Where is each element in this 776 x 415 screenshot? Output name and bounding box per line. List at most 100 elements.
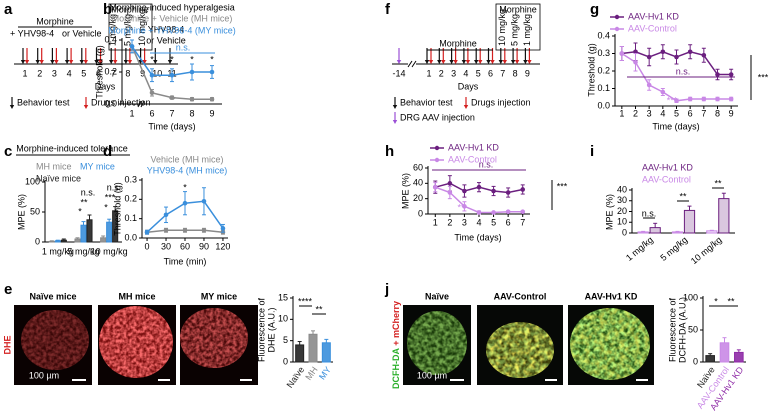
y-axis-label: Threshold (g) [112, 182, 122, 236]
annotation: * [78, 206, 82, 216]
annotation: n.s. [107, 182, 122, 192]
timeline-label: Morphine [36, 16, 74, 26]
y-tick-label: 0.2 [104, 66, 117, 76]
legend-label: Behavior test [400, 97, 453, 107]
point [728, 96, 734, 102]
y-tick-label: 10 [278, 314, 288, 324]
day-label: 8 [513, 68, 518, 78]
arrow-head [94, 60, 99, 64]
dose-label: 10 mg/kg [137, 9, 147, 46]
arrow-head [127, 60, 133, 64]
annotation: ** [714, 178, 722, 188]
day-label: -14 [392, 68, 405, 78]
point [674, 54, 679, 60]
point [520, 209, 526, 214]
y-axis-label: DCFH-DA (A.U.) [677, 297, 687, 363]
x-axis-label: Time (days) [454, 232, 501, 242]
y-tick-label: 5 [283, 335, 288, 345]
x-tick-label: 2 [447, 217, 452, 227]
x-tick-label: 2 [633, 108, 638, 118]
point [476, 184, 482, 190]
arrow-head [9, 105, 15, 109]
chart-title: Morphine-induced hyperalgesia [109, 2, 235, 12]
arrow-head [113, 60, 118, 64]
category-label: 6 [149, 108, 154, 118]
legend-label: DRG AAV injection [400, 112, 475, 122]
legend-label: YHV98-4 (MH mice) [147, 165, 228, 175]
x-axis-label: Time (days) [652, 121, 699, 131]
annotation: * [210, 54, 214, 64]
side-label: DCFH-DA + mCherry [391, 301, 401, 389]
y-tick-label: 50 [688, 324, 698, 334]
arrow-head [153, 60, 158, 64]
category-label: 1 [129, 108, 134, 118]
arrow-head [83, 60, 88, 64]
arrow-head [486, 60, 491, 64]
point [149, 90, 155, 96]
bar [80, 224, 87, 243]
point [220, 226, 226, 231]
arrow-head [449, 60, 454, 64]
y-tick-label: 100 [683, 292, 698, 302]
category-label: 10 mg/kg [91, 246, 128, 256]
annotation: ** [80, 197, 88, 207]
panel-label: d [103, 143, 112, 160]
y-tick-label: 0 [418, 208, 423, 218]
image-title: AAV-Hv1 KD [585, 291, 638, 301]
arrow-head [424, 60, 430, 64]
annotation: *** [758, 72, 769, 82]
arrow-head [396, 60, 402, 64]
day-label: 3 [52, 68, 57, 78]
scale-label: 100 µm [417, 370, 447, 380]
annotation: ** [168, 94, 176, 104]
arrow-head [474, 60, 479, 64]
annotation: ** [315, 304, 323, 314]
arrow-head [453, 60, 458, 64]
point [163, 227, 169, 233]
image-title: MY mice [201, 291, 237, 301]
category-label: Naïve [285, 365, 307, 390]
y-tick-label: 0.4 [104, 34, 117, 44]
point [660, 89, 666, 95]
y-tick-label: 0.2 [597, 65, 610, 75]
point [674, 98, 679, 104]
bar [683, 209, 696, 234]
y-axis-label: Fluorescence of [256, 297, 266, 362]
scale-label: 100 µm [29, 370, 59, 380]
arrow-head [123, 60, 129, 64]
y-tick-label: 0 [622, 227, 627, 237]
annotation: ** [679, 191, 687, 201]
day-label: 7 [111, 68, 116, 78]
point [182, 200, 188, 206]
dose-label: 1 mg/kg [522, 14, 532, 46]
arrow-head [98, 60, 103, 64]
bar [719, 342, 730, 363]
point [687, 96, 693, 102]
point [715, 96, 720, 102]
bar [100, 237, 107, 243]
legend-label: AAV-Hv1 KD [642, 162, 693, 172]
annotation: * [150, 54, 154, 64]
x-tick-label: 7 [701, 108, 706, 118]
point [447, 181, 453, 186]
axis-label: Days [458, 81, 479, 91]
legend-label: Morphine + YHV98-4 (MY mice) [108, 25, 235, 35]
axis-label: Days [95, 81, 116, 91]
image-title: AAV-Control [494, 291, 547, 301]
side-label-red: + mCherry [391, 301, 401, 346]
y-tick-label: 60 [413, 162, 423, 172]
tissue-texture [486, 322, 554, 378]
point [505, 190, 511, 195]
bar [649, 227, 661, 234]
day-label: 8 [125, 68, 130, 78]
arrow-head [463, 105, 469, 109]
timeline-label: or Vehicle [62, 28, 102, 38]
arrow-head [54, 60, 59, 64]
category-label: MH [303, 365, 319, 382]
axis-break [407, 60, 413, 68]
y-tick-label: 20 [617, 206, 627, 216]
y-tick-label: 0.3 [124, 174, 137, 184]
point [687, 49, 693, 55]
arrow-head [441, 60, 446, 64]
